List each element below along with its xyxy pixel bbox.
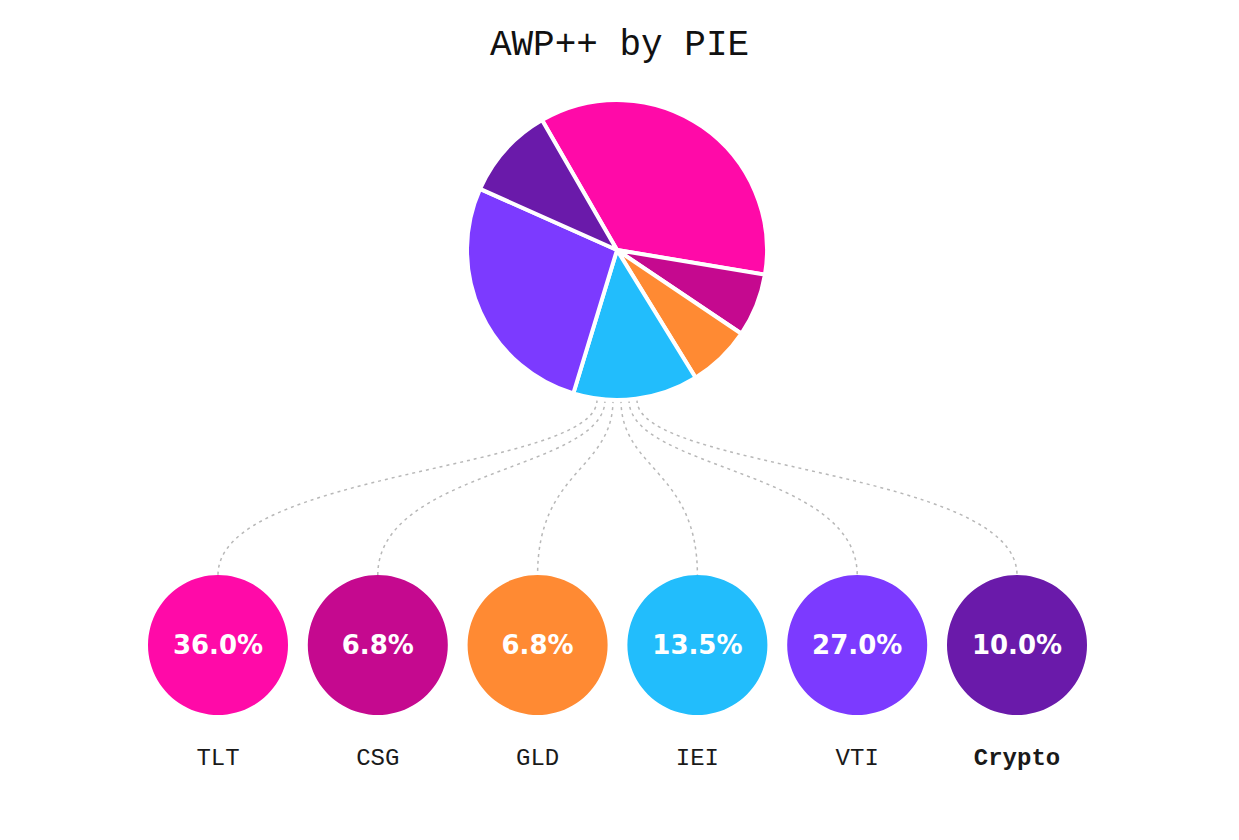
- svg-text:CSG: CSG: [356, 745, 399, 772]
- svg-text:TLT: TLT: [196, 745, 239, 772]
- svg-text:Crypto: Crypto: [974, 745, 1060, 772]
- svg-text:GLD: GLD: [516, 745, 559, 772]
- svg-text:6.8%: 6.8%: [342, 630, 414, 660]
- svg-text:27.0%: 27.0%: [812, 630, 902, 660]
- svg-text:AWP++ by PIE: AWP++ by PIE: [490, 25, 749, 66]
- svg-text:6.8%: 6.8%: [502, 630, 574, 660]
- svg-text:IEI: IEI: [676, 745, 719, 772]
- svg-text:36.0%: 36.0%: [173, 630, 263, 660]
- svg-text:10.0%: 10.0%: [972, 630, 1062, 660]
- svg-text:13.5%: 13.5%: [652, 630, 742, 660]
- svg-text:VTI: VTI: [836, 745, 879, 772]
